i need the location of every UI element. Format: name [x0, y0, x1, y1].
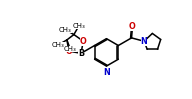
Text: O: O — [80, 37, 87, 46]
Text: N: N — [141, 37, 147, 46]
Text: B: B — [78, 49, 84, 58]
Text: CH₃: CH₃ — [52, 42, 65, 48]
Text: O: O — [65, 47, 72, 56]
Text: O: O — [129, 22, 136, 31]
Text: CH₃: CH₃ — [59, 27, 72, 33]
Text: CH₃: CH₃ — [72, 23, 85, 29]
Text: N: N — [103, 68, 110, 77]
Text: CH₃: CH₃ — [64, 46, 77, 52]
